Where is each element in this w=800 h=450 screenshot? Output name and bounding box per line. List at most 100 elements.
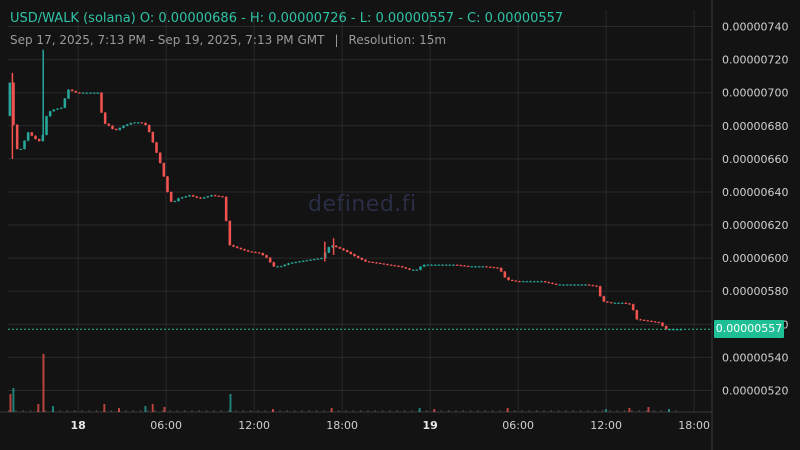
- candle-body: [606, 301, 609, 303]
- candle-body: [202, 197, 206, 199]
- time-tick-label: 06:00: [150, 419, 182, 432]
- candle-body: [96, 92, 100, 94]
- candle-body: [543, 281, 547, 283]
- candle-body: [386, 264, 389, 266]
- time-axis[interactable]: 18 06:00 12:00 18:00 19 06:00 12:00 18:00: [70, 419, 710, 432]
- candle-body: [334, 245, 338, 248]
- candle-body: [155, 142, 158, 153]
- candle-body: [653, 321, 657, 323]
- time-tick-label: 19: [422, 419, 437, 432]
- volume-bar: [220, 410, 222, 412]
- volume-bar: [536, 410, 538, 412]
- volume-bar: [257, 410, 259, 412]
- candle-body: [525, 281, 529, 283]
- candle-body: [400, 266, 404, 268]
- candle-body: [246, 250, 250, 252]
- volume-bar: [118, 408, 120, 412]
- candle-body: [558, 284, 562, 286]
- candle-body: [70, 89, 74, 92]
- candle-body: [217, 195, 221, 197]
- volume-bar: [59, 410, 61, 412]
- candle-body: [26, 132, 30, 141]
- candle-body: [433, 264, 437, 266]
- candle-body: [276, 266, 279, 268]
- candle-body: [34, 135, 37, 140]
- candle-body: [331, 245, 334, 248]
- volume-bar: [125, 410, 127, 412]
- candle-body: [430, 264, 433, 266]
- candle-body: [595, 285, 598, 287]
- candle-body: [320, 258, 323, 260]
- time-tick-label: 12:00: [590, 419, 622, 432]
- candle-body: [169, 191, 173, 202]
- candle-body: [518, 281, 521, 283]
- volume-bar: [448, 410, 450, 412]
- candle-body: [624, 302, 628, 304]
- volume-bar: [8, 410, 10, 412]
- volume-bar: [229, 394, 232, 412]
- volume-bar: [484, 410, 486, 412]
- pair-name: USD/WALK (solana): [10, 11, 136, 26]
- candle-body: [628, 303, 631, 305]
- candle-body: [664, 325, 668, 330]
- candle-body: [602, 296, 606, 302]
- price-tick-label: 0.00000740: [722, 21, 788, 34]
- candle-body: [426, 264, 430, 266]
- candle-body: [441, 264, 444, 266]
- candle-body: [463, 265, 466, 267]
- candle-body: [12, 82, 15, 125]
- volume-bar: [462, 410, 464, 412]
- candle-body: [48, 111, 52, 117]
- candle-body: [268, 257, 272, 263]
- candle-body: [404, 267, 408, 269]
- candle-body: [459, 265, 463, 267]
- candle-body: [67, 89, 70, 99]
- candle-body: [250, 251, 254, 253]
- price-axis[interactable]: 0.000005200.000005400.000005600.00000580…: [722, 21, 788, 398]
- candle-body: [15, 124, 19, 149]
- volume-bar: [628, 408, 631, 412]
- candle-body: [89, 92, 92, 94]
- candle-body: [481, 266, 485, 268]
- candle-body: [338, 247, 342, 249]
- candle-body: [353, 254, 356, 257]
- volume-bar: [294, 410, 296, 412]
- candle-body: [562, 284, 565, 286]
- volume-bar: [191, 410, 193, 412]
- price-tick-label: 0.00000720: [722, 54, 788, 67]
- volume-bar: [653, 410, 655, 412]
- candle-body: [144, 122, 147, 125]
- time-tick-label: 18: [70, 419, 85, 432]
- candle-body: [206, 196, 210, 198]
- candle-body: [466, 266, 470, 268]
- price-tick-label: 0.00000600: [722, 252, 788, 265]
- volume-bar: [616, 410, 618, 412]
- candle-body: [371, 261, 375, 263]
- resolution[interactable]: Resolution: 15m: [348, 33, 447, 47]
- volume-bars: [8, 354, 677, 412]
- volume-bar: [144, 406, 147, 412]
- volume-bar: [279, 410, 281, 412]
- volume-bar: [345, 410, 347, 412]
- candle-body: [37, 139, 41, 142]
- price-tick-label: 0.00000620: [722, 219, 788, 232]
- candle-body: [287, 263, 290, 265]
- candle-body: [327, 247, 331, 253]
- candle-body: [397, 265, 400, 267]
- volume-bar: [418, 408, 421, 412]
- volume-bar: [272, 409, 274, 412]
- candle-body: [342, 248, 345, 251]
- candle-body: [254, 252, 257, 254]
- candle-body: [59, 107, 63, 109]
- candle-body: [195, 196, 199, 198]
- candle-body: [316, 258, 320, 260]
- candle-body: [635, 310, 639, 320]
- candle-body: [496, 267, 499, 269]
- volume-bar: [521, 410, 523, 412]
- candle-body: [510, 280, 514, 282]
- candle-body: [140, 122, 144, 124]
- volume-bar: [44, 410, 46, 412]
- candle-body: [620, 302, 624, 304]
- volume-bar: [213, 410, 215, 412]
